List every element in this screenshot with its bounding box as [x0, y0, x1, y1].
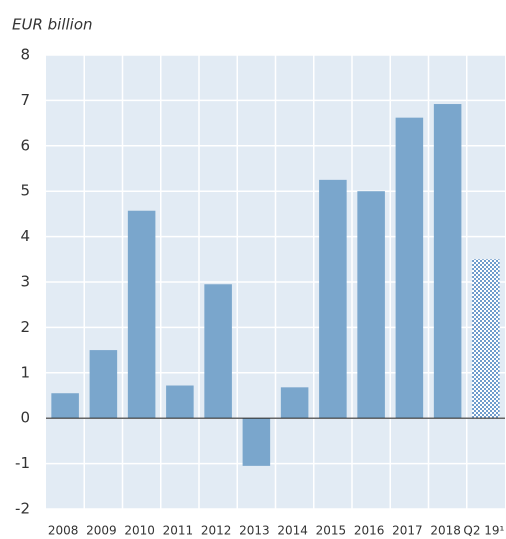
x-tick-label: 2015 [316, 524, 347, 538]
bar [357, 191, 385, 419]
x-tick-label: 2012 [201, 524, 232, 538]
x-tick-label: 2010 [124, 524, 155, 538]
y-tick-label: 2 [20, 318, 30, 336]
bar [51, 393, 79, 419]
x-tick-label: 2017 [392, 524, 423, 538]
y-tick-label: 1 [20, 363, 30, 381]
bar [127, 210, 156, 419]
x-tick-label: Q2 19¹ [463, 524, 504, 538]
bar [242, 418, 271, 466]
y-tick-label: 3 [20, 273, 30, 291]
y-axis-label: EUR billion [12, 16, 93, 34]
y-tick-label: 6 [20, 136, 30, 154]
x-tick-label: 2011 [163, 524, 194, 538]
bar [395, 117, 424, 419]
y-tick-label: 4 [20, 227, 30, 245]
y-tick-label: 8 [20, 46, 30, 64]
y-tick-label: 5 [20, 182, 30, 200]
bar [166, 385, 194, 419]
y-tick-label: 7 [20, 91, 30, 109]
x-tick-label: 2008 [48, 524, 79, 538]
bar [204, 284, 232, 419]
bar [472, 259, 500, 419]
x-tick-label: 2013 [239, 524, 270, 538]
bar [319, 179, 347, 419]
y-tick-label: -2 [15, 500, 30, 518]
x-tick-label: 2014 [277, 524, 308, 538]
y-tick-label: 0 [20, 409, 30, 427]
bar [89, 350, 118, 419]
y-tick-label: -1 [15, 454, 30, 472]
x-tick-label: 2018 [430, 524, 461, 538]
bar [433, 104, 462, 419]
x-tick-label: 2016 [354, 524, 385, 538]
x-tick-label: 2009 [86, 524, 117, 538]
bar [280, 387, 309, 419]
